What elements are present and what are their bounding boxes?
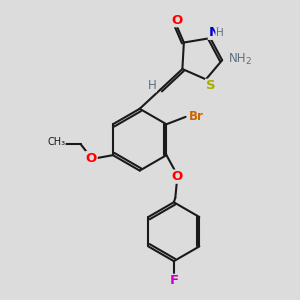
Text: H: H bbox=[216, 28, 224, 38]
Text: NH: NH bbox=[229, 52, 246, 65]
Text: S: S bbox=[206, 79, 215, 92]
Text: O: O bbox=[171, 14, 182, 27]
Text: 2: 2 bbox=[245, 57, 250, 66]
Text: H: H bbox=[148, 79, 156, 92]
Text: N: N bbox=[208, 26, 220, 39]
Text: CH₃: CH₃ bbox=[47, 137, 65, 148]
Text: Br: Br bbox=[189, 110, 204, 123]
Text: O: O bbox=[86, 152, 97, 165]
Text: F: F bbox=[169, 274, 178, 287]
Text: O: O bbox=[171, 170, 182, 183]
